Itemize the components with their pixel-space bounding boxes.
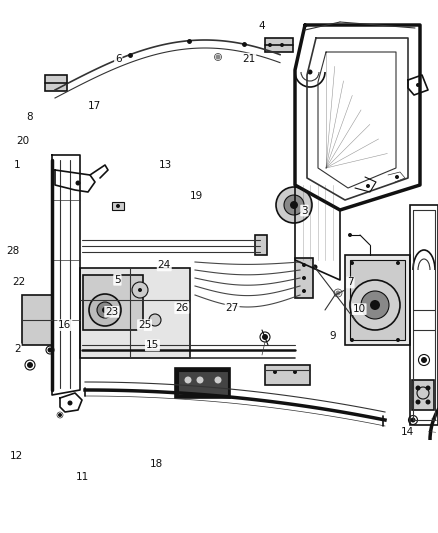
Text: 14: 14: [401, 427, 414, 437]
Text: 12: 12: [10, 451, 23, 461]
Text: 17: 17: [88, 101, 101, 110]
Bar: [83, 275, 143, 330]
Text: 16: 16: [58, 320, 71, 330]
Text: 5: 5: [114, 275, 121, 285]
Circle shape: [215, 54, 220, 60]
Circle shape: [395, 175, 399, 179]
Text: 21: 21: [242, 54, 255, 63]
Circle shape: [215, 376, 222, 384]
Bar: [112, 202, 124, 210]
Text: 18: 18: [150, 459, 163, 469]
Circle shape: [307, 69, 312, 75]
Circle shape: [290, 201, 298, 209]
Text: 13: 13: [159, 160, 172, 170]
Circle shape: [416, 385, 420, 391]
Text: 28: 28: [7, 246, 20, 255]
Circle shape: [138, 288, 142, 292]
Circle shape: [425, 385, 431, 391]
Circle shape: [350, 261, 354, 265]
Text: 11: 11: [76, 472, 89, 482]
Text: 9: 9: [329, 331, 336, 341]
Text: 22: 22: [12, 278, 25, 287]
Text: 2: 2: [14, 344, 21, 354]
Circle shape: [132, 282, 148, 298]
Bar: [175, 368, 230, 398]
Text: 7: 7: [347, 278, 354, 287]
Bar: [80, 268, 190, 358]
Bar: [178, 371, 228, 395]
Bar: [345, 255, 410, 345]
Circle shape: [370, 300, 380, 310]
Text: 20: 20: [16, 136, 29, 146]
Bar: [265, 38, 293, 52]
Circle shape: [312, 264, 318, 270]
Text: 19: 19: [190, 191, 203, 201]
Circle shape: [197, 376, 204, 384]
Circle shape: [302, 289, 306, 293]
Text: 10: 10: [353, 304, 366, 314]
Bar: [22, 295, 52, 345]
Text: 25: 25: [138, 320, 151, 330]
Bar: [350, 260, 405, 340]
Text: 4: 4: [258, 21, 265, 30]
Text: 27: 27: [226, 303, 239, 313]
Circle shape: [27, 362, 33, 368]
Circle shape: [149, 314, 161, 326]
Circle shape: [262, 334, 268, 340]
Circle shape: [273, 370, 277, 374]
Circle shape: [184, 376, 191, 384]
Text: 24: 24: [158, 261, 171, 270]
Circle shape: [97, 302, 113, 318]
Circle shape: [350, 280, 400, 330]
Text: 26: 26: [175, 303, 188, 313]
Circle shape: [416, 83, 420, 87]
Circle shape: [416, 400, 420, 405]
Bar: [45, 75, 67, 91]
Bar: [265, 365, 310, 385]
Text: 3: 3: [301, 206, 308, 215]
Circle shape: [47, 348, 53, 352]
Circle shape: [268, 43, 272, 47]
Circle shape: [116, 204, 120, 208]
Circle shape: [58, 413, 62, 417]
Circle shape: [396, 338, 400, 342]
Circle shape: [421, 357, 427, 363]
Bar: [410, 205, 438, 425]
Circle shape: [361, 291, 389, 319]
Circle shape: [67, 400, 73, 406]
Circle shape: [425, 400, 431, 405]
Circle shape: [102, 307, 108, 313]
Text: 1: 1: [13, 160, 20, 170]
Circle shape: [302, 263, 306, 267]
Circle shape: [350, 338, 354, 342]
Circle shape: [293, 370, 297, 374]
Circle shape: [410, 417, 416, 423]
Text: 8: 8: [26, 112, 33, 122]
Circle shape: [348, 233, 352, 237]
Text: 23: 23: [105, 307, 118, 317]
Circle shape: [276, 187, 312, 223]
Bar: [255, 235, 267, 255]
Circle shape: [336, 290, 340, 295]
Circle shape: [284, 195, 304, 215]
Circle shape: [302, 276, 306, 280]
Circle shape: [396, 261, 400, 265]
Circle shape: [89, 294, 121, 326]
Circle shape: [280, 43, 284, 47]
Bar: [295, 258, 313, 298]
Text: 6: 6: [115, 54, 122, 63]
Circle shape: [75, 181, 81, 185]
Bar: [412, 380, 434, 410]
Text: 15: 15: [146, 341, 159, 350]
Circle shape: [366, 184, 370, 188]
